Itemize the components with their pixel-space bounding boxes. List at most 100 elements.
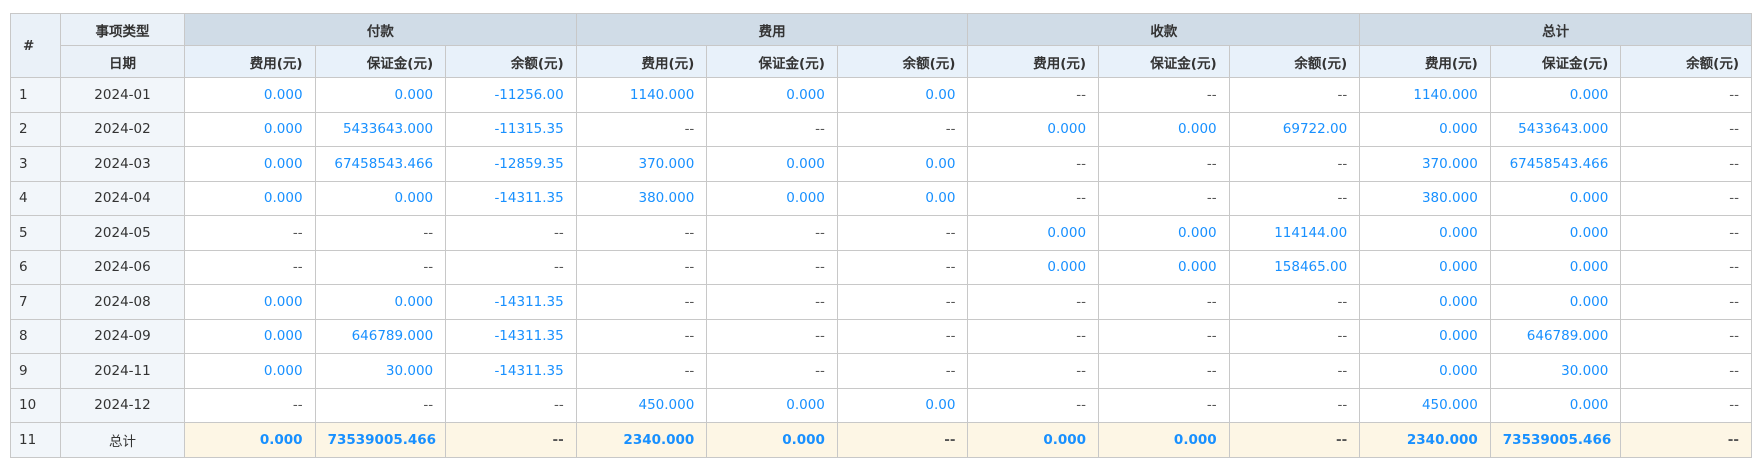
value-cell: 0.000	[184, 353, 316, 389]
value-cell: --	[706, 111, 838, 147]
value-cell: --	[184, 249, 316, 285]
group-header-fee: 费用	[575, 13, 969, 46]
value-cell: 370.000	[575, 146, 708, 182]
table-row: 1 2024-01 0.000 0.000 -11256.00 1140.000 0.000…	[10, 77, 1752, 113]
row-date: 2024-12	[60, 387, 185, 423]
row-index: 8	[10, 318, 61, 354]
value-cell: --	[1098, 318, 1230, 354]
value-cell: 380.000	[575, 180, 708, 216]
row-index: 2	[10, 111, 61, 147]
value-cell: 380.000	[1359, 180, 1491, 216]
value-cell: 30.000	[314, 353, 447, 389]
value-cell: --	[1228, 353, 1361, 389]
column-header: 费用(元)	[967, 45, 1100, 78]
value-cell: 0.000	[184, 146, 316, 182]
value-cell: 0.000	[1098, 249, 1230, 285]
value-cell: 0.000	[1489, 215, 1622, 251]
value-cell: 0.000	[1098, 111, 1230, 147]
value-cell: --	[706, 215, 838, 251]
value-cell: 0.000	[1098, 215, 1230, 251]
value-cell: --	[1098, 146, 1230, 182]
value-cell: 0.000	[1489, 180, 1622, 216]
column-header: 保证金(元)	[314, 45, 447, 78]
value-cell: --	[1620, 284, 1752, 320]
table-body: 1 2024-01 0.000 0.000 -11256.00 1140.000 0.000…	[10, 77, 1752, 458]
row-date: 2024-01	[60, 77, 185, 113]
group-header-payment: 付款	[184, 13, 577, 46]
row-index: 3	[10, 146, 61, 182]
value-cell: 0.000	[1359, 249, 1491, 285]
value-cell: --	[575, 318, 708, 354]
value-cell: --	[1620, 111, 1752, 147]
row-index: 1	[10, 77, 61, 113]
row-index: 5	[10, 215, 61, 251]
value-cell: --	[836, 353, 969, 389]
value-cell: 67458543.466	[314, 146, 447, 182]
row-index: 6	[10, 249, 61, 285]
value-cell: 0.000	[1489, 387, 1622, 423]
total-value-cell: --	[836, 422, 969, 458]
value-cell: --	[706, 249, 838, 285]
value-cell: --	[1228, 77, 1361, 113]
row-date: 2024-06	[60, 249, 185, 285]
value-cell: --	[706, 284, 838, 320]
value-cell: 0.000	[967, 111, 1100, 147]
table-row: 4 2024-04 0.000 0.000 -14311.35 380.000 0.000 0…	[10, 180, 1752, 216]
value-cell: 450.000	[575, 387, 708, 423]
date-header: 日期	[60, 45, 185, 78]
value-cell: 0.000	[314, 180, 447, 216]
total-value-cell: --	[1228, 422, 1361, 458]
table-row: 5 2024-05 -- -- -- -- -- -- 0.000 0.000 114144.00 0…	[10, 215, 1752, 251]
value-cell: 0.00	[836, 146, 969, 182]
row-index: 9	[10, 353, 61, 389]
value-cell: 0.000	[1359, 284, 1491, 320]
table-row: 2 2024-02 0.000 5433643.000 -11315.35 -- -- -- 0…	[10, 111, 1752, 147]
value-cell: --	[967, 318, 1100, 354]
value-cell: --	[445, 215, 577, 251]
value-cell: 0.000	[1489, 249, 1622, 285]
total-value-cell: 0.000	[184, 422, 316, 458]
value-cell: 0.000	[967, 249, 1100, 285]
summary-table-container: # 事项类型 付款 费用 收款 总计 日期 费用(元) 保证金(元) 余额(元) 费用…	[10, 13, 1752, 458]
total-label: 总计	[60, 422, 185, 458]
table-row: 3 2024-03 0.000 67458543.466 -12859.35 370.00…	[10, 146, 1752, 182]
table-row: 9 2024-11 0.000 30.000 -14311.35 -- -- -- -- -- --…	[10, 353, 1752, 389]
total-value-cell: 0.000	[706, 422, 838, 458]
value-cell: 0.000	[1359, 111, 1491, 147]
row-date: 2024-02	[60, 111, 185, 147]
row-date: 2024-08	[60, 284, 185, 320]
value-cell: --	[836, 215, 969, 251]
value-cell: 0.000	[314, 284, 447, 320]
row-date: 2024-09	[60, 318, 185, 354]
value-cell: --	[1098, 180, 1230, 216]
value-cell: 5433643.000	[1489, 111, 1622, 147]
row-date: 2024-11	[60, 353, 185, 389]
value-cell: --	[967, 353, 1100, 389]
value-cell: --	[836, 284, 969, 320]
table-row: 7 2024-08 0.000 0.000 -14311.35 -- -- -- -- -- -- 0…	[10, 284, 1752, 320]
value-cell: --	[445, 249, 577, 285]
value-cell: 0.000	[706, 387, 838, 423]
value-cell: --	[575, 111, 708, 147]
value-cell: --	[967, 387, 1100, 423]
value-cell: --	[1098, 353, 1230, 389]
value-cell: --	[836, 249, 969, 285]
table-row: 10 2024-12 -- -- -- 450.000 0.000 0.00 -- -- -- 450…	[10, 387, 1752, 423]
value-cell: --	[1228, 146, 1361, 182]
value-cell: 0.000	[967, 215, 1100, 251]
row-index: 11	[10, 422, 61, 458]
value-cell: 0.000	[706, 77, 838, 113]
value-cell: --	[836, 318, 969, 354]
value-cell: --	[967, 146, 1100, 182]
value-cell: 646789.000	[314, 318, 447, 354]
value-cell: -14311.35	[445, 180, 577, 216]
row-date: 2024-05	[60, 215, 185, 251]
value-cell: --	[314, 387, 447, 423]
total-value-cell: 0.000	[1098, 422, 1230, 458]
table-row: 8 2024-09 0.000 646789.000 -14311.35 -- -- -- --…	[10, 318, 1752, 354]
value-cell: 158465.00	[1228, 249, 1361, 285]
value-cell: 30.000	[1489, 353, 1622, 389]
value-cell: --	[575, 353, 708, 389]
value-cell: -14311.35	[445, 284, 577, 320]
value-cell: --	[967, 180, 1100, 216]
